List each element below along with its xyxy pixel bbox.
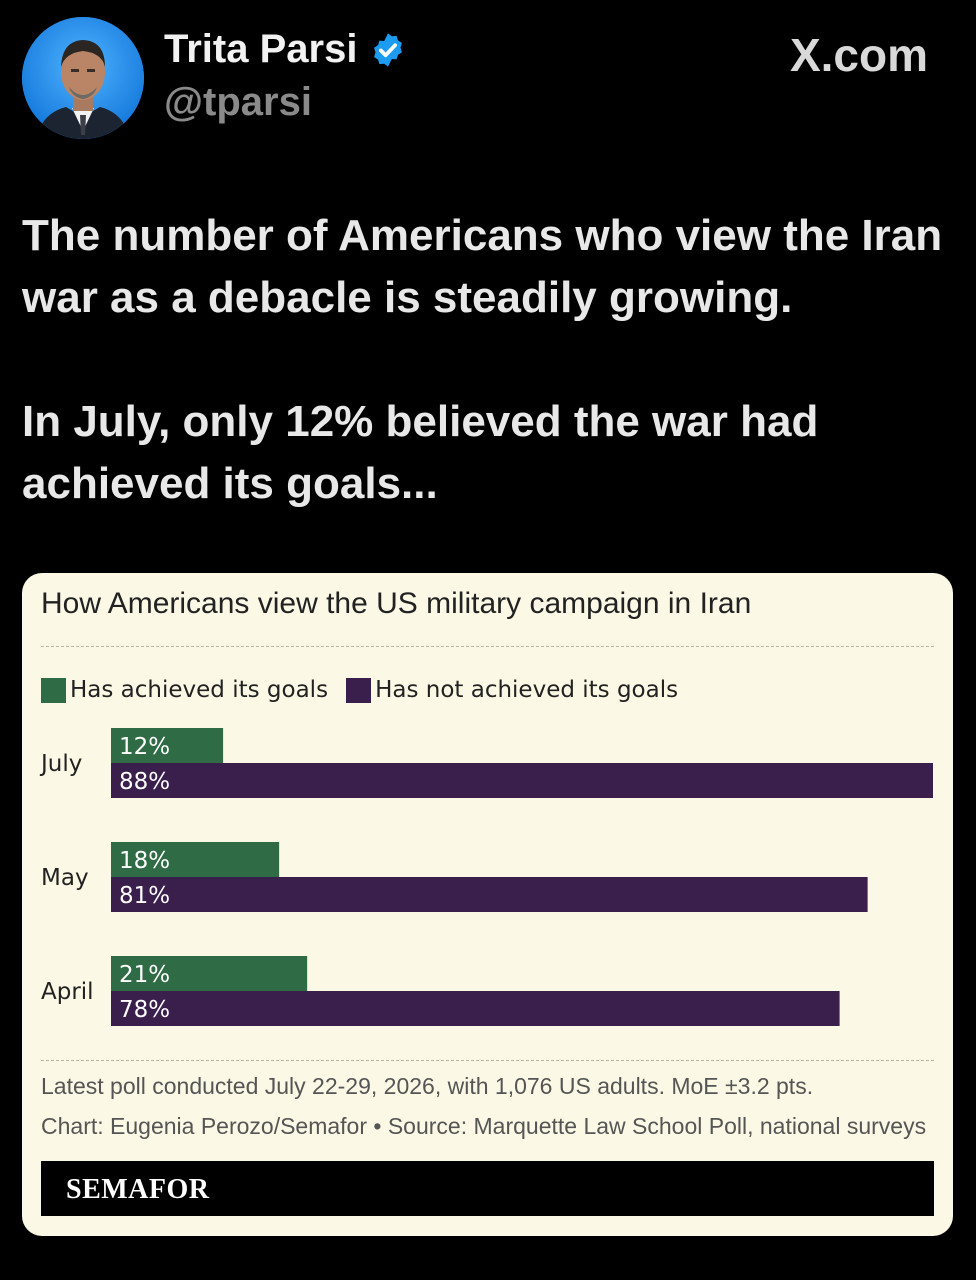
semafor-logo: SEMAFOR (66, 1174, 210, 1205)
chart-title: How Americans view the US military campa… (41, 587, 752, 620)
data-label-not-achieved-may: 81% (119, 883, 170, 909)
data-label-not-achieved-april: 78% (119, 997, 170, 1023)
poll-note: Latest poll conducted July 22-29, 2026, … (41, 1073, 814, 1099)
data-label-achieved-may: 18% (119, 848, 170, 874)
legend-swatch-not-achieved (346, 677, 372, 703)
profile-photo (22, 17, 144, 139)
bar-achieved-april (111, 956, 308, 991)
bar-not-achieved-july (111, 763, 933, 798)
data-label-achieved-july: 12% (119, 734, 170, 760)
legend-swatch-achieved (41, 677, 66, 703)
display-name: Trita Parsi (164, 27, 358, 71)
chart-credit: Chart: Eugenia Perozo/Semafor • Source: … (41, 1113, 927, 1139)
tweet-text: The number of Americans who view the Ira… (22, 205, 952, 515)
x-brand-logo: X.com (789, 29, 928, 81)
tweet-paragraph-2: In July, only 12% believed the war had a… (22, 397, 819, 508)
publisher-banner: SEMAFOR (41, 1161, 934, 1216)
legend-item-not-achieved: Has not achieved its goals (346, 677, 678, 703)
bottom-divider (41, 1060, 934, 1061)
bar-achieved-july (111, 728, 224, 763)
verified-badge-icon (374, 32, 403, 67)
legend-label-achieved: Has achieved its goals (70, 677, 329, 703)
bar-not-achieved-may (111, 877, 868, 912)
data-label-achieved-april: 21% (119, 962, 170, 988)
bar-not-achieved-april (111, 991, 840, 1026)
data-label-not-achieved-july: 88% (119, 769, 170, 795)
bar-chart: July 12% 88% May 18% 81% April 21% 78% (39, 728, 933, 1026)
category-label-april: April (41, 979, 94, 1005)
author-name[interactable]: Trita Parsi (164, 27, 407, 72)
legend-item-achieved: Has achieved its goals (41, 677, 328, 703)
chart-legend: Has achieved its goals Has not achieved … (41, 677, 696, 703)
top-divider (41, 646, 934, 647)
chart-card[interactable]: How Americans view the US military campa… (22, 573, 953, 1236)
category-label-july: July (39, 751, 82, 777)
bar-achieved-may (111, 842, 280, 877)
tweet-paragraph-1: The number of Americans who view the Ira… (22, 211, 943, 322)
category-label-may: May (41, 865, 89, 891)
avatar[interactable] (22, 17, 144, 139)
legend-label-not-achieved: Has not achieved its goals (375, 677, 679, 703)
author-handle[interactable]: @tparsi (164, 80, 312, 124)
